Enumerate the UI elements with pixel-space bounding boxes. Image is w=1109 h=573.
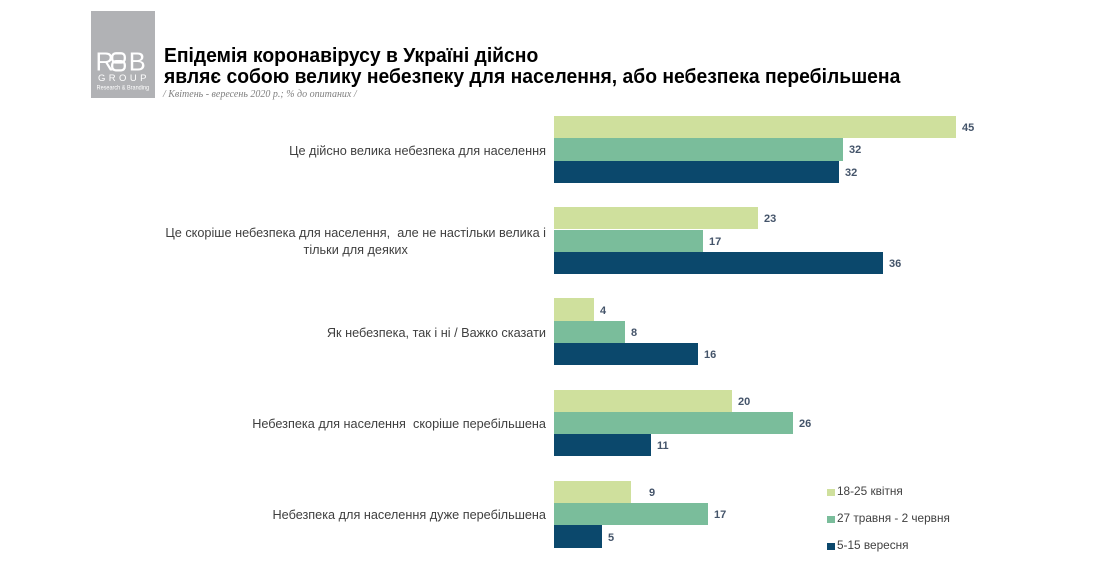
svg-text:Research & Branding: Research & Branding	[97, 86, 150, 92]
svg-text:B: B	[129, 49, 146, 77]
svg-text:R: R	[96, 49, 114, 77]
svg-text:GROUP: GROUP	[98, 73, 150, 84]
